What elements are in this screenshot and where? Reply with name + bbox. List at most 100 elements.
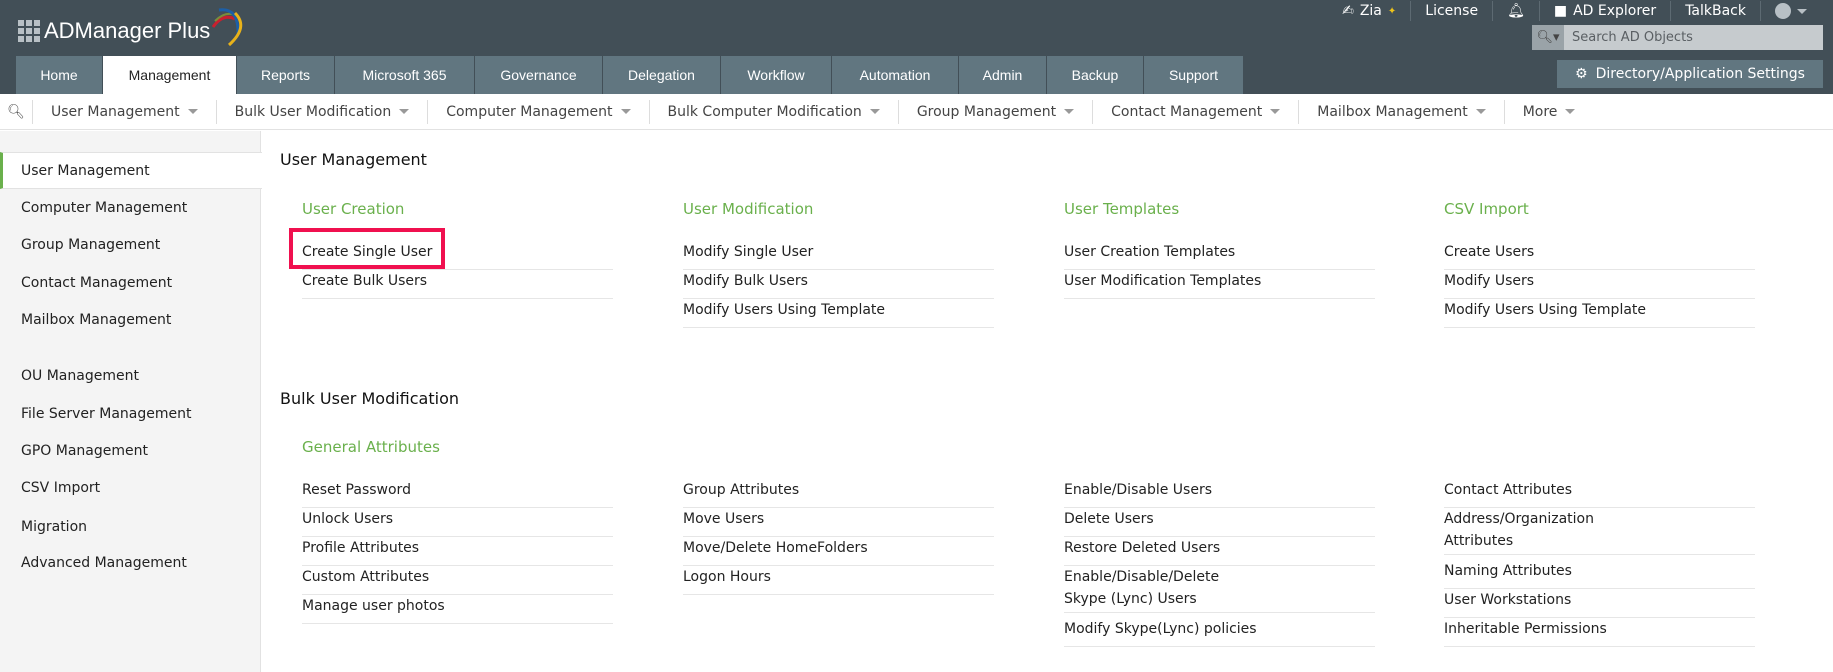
tab-support[interactable]: Support (1144, 56, 1243, 94)
subnav-bulk-user-modification[interactable]: Bulk User Modification (217, 99, 429, 124)
group-title-user-creation: User Creation (302, 200, 405, 218)
tab-automation[interactable]: Automation (832, 56, 958, 94)
subnav-computer-management[interactable]: Computer Management (428, 99, 650, 124)
subnav-label: Group Management (916, 103, 1057, 120)
link-modify-bulk-users[interactable]: Modify Bulk Users (683, 265, 994, 299)
link-reset-password[interactable]: Reset Password (302, 474, 613, 508)
group-title-general-attributes: General Attributes (302, 438, 440, 456)
tab-backup[interactable]: Backup (1047, 56, 1143, 94)
subnav-label: Mailbox Management (1317, 103, 1468, 120)
tab-workflow[interactable]: Workflow (721, 56, 831, 94)
sidebar-item-computer-management[interactable]: Computer Management (21, 199, 188, 216)
chevron-down-icon (1270, 109, 1281, 114)
link-address-organization-attributes[interactable]: Address/Organization Attributes (1444, 511, 1594, 549)
link-create-users[interactable]: Create Users (1444, 236, 1755, 270)
subnav-group-management[interactable]: Group Management (899, 99, 1094, 124)
group-title-csv-import: CSV Import (1444, 200, 1529, 218)
link-profile-attributes[interactable]: Profile Attributes (302, 532, 613, 566)
link-unlock-users[interactable]: Unlock Users (302, 503, 613, 537)
search-input[interactable] (1564, 25, 1823, 50)
link-create-bulk-users[interactable]: Create Bulk Users (302, 265, 613, 299)
link-move-delete-homefolders[interactable]: Move/Delete HomeFolders (683, 532, 994, 566)
link-modify-skype-lync-policies[interactable]: Modify Skype(Lync) policies (1064, 613, 1375, 647)
link-group-attributes[interactable]: Group Attributes (683, 474, 994, 508)
link-user-workstations[interactable]: User Workstations (1444, 584, 1755, 618)
app-header: ADManager Plus ✍ Zia ✦ License 🔔︎ ■ AD Expl… (0, 0, 1833, 94)
subnav-label: Contact Management (1111, 103, 1263, 120)
sidebar-item-ou-management[interactable]: OU Management (21, 367, 139, 384)
sidebar-item-advanced-management[interactable]: Advanced Management (21, 554, 187, 571)
talkback-link[interactable]: TalkBack (1670, 1, 1760, 21)
link-user-modification-templates[interactable]: User Modification Templates (1064, 265, 1375, 299)
link-move-users[interactable]: Move Users (683, 503, 994, 537)
sidebar-item-gpo-management[interactable]: GPO Management (21, 442, 148, 459)
sidebar-item-mailbox-management[interactable]: Mailbox Management (21, 311, 172, 328)
link-naming-attributes[interactable]: Naming Attributes (1444, 555, 1755, 589)
folder-icon: ■ (1553, 3, 1568, 19)
ad-explorer-label: AD Explorer (1573, 3, 1657, 19)
link-inheritable-permissions[interactable]: Inheritable Permissions (1444, 613, 1755, 647)
license-link[interactable]: License (1410, 1, 1492, 21)
search-box: 🔍︎▾ (1532, 25, 1823, 50)
sidebar: User Management Computer Management Grou… (0, 131, 262, 672)
link-modify-users-using-template[interactable]: Modify Users Using Template (1444, 294, 1755, 328)
tab-management[interactable]: Management (103, 56, 236, 94)
quick-search-icon[interactable]: 🔍︎ (0, 99, 33, 124)
chevron-down-icon (1475, 109, 1486, 114)
ad-explorer-link[interactable]: ■ AD Explorer (1538, 1, 1670, 21)
sparkle-icon: ✦ (1387, 5, 1397, 17)
sidebar-item-user-management[interactable]: User Management (0, 152, 262, 189)
subnav-label: User Management (51, 103, 180, 120)
link-custom-attributes[interactable]: Custom Attributes (302, 561, 613, 595)
sidebar-item-migration[interactable]: Migration (21, 518, 88, 535)
directory-settings-button[interactable]: ⚙ Directory/Application Settings (1557, 60, 1823, 88)
chevron-down-icon (1797, 8, 1807, 14)
group-title-user-templates: User Templates (1064, 200, 1180, 218)
sidebar-item-file-server-management[interactable]: File Server Management (21, 405, 192, 422)
section-title-user-management: User Management (280, 150, 427, 169)
subnav-mailbox-management[interactable]: Mailbox Management (1299, 99, 1505, 124)
tab-microsoft-365[interactable]: Microsoft 365 (335, 56, 474, 94)
divider (1444, 554, 1755, 555)
sidebar-item-contact-management[interactable]: Contact Management (21, 274, 173, 291)
link-contact-attributes[interactable]: Contact Attributes (1444, 474, 1755, 508)
link-enable-disable-delete-skype-lync-users[interactable]: Enable/Disable/Delete Skype (Lync) Users (1064, 569, 1220, 607)
group-title-user-modification: User Modification (683, 200, 814, 218)
link-enable-disable-users[interactable]: Enable/Disable Users (1064, 474, 1375, 508)
link-modify-single-user[interactable]: Modify Single User (683, 236, 994, 270)
link-delete-users[interactable]: Delete Users (1064, 503, 1375, 537)
tab-governance[interactable]: Governance (475, 56, 602, 94)
subnav-bulk-computer-modification[interactable]: Bulk Computer Modification (650, 99, 899, 124)
link-logon-hours[interactable]: Logon Hours (683, 561, 994, 595)
subnav-contact-management[interactable]: Contact Management (1093, 99, 1300, 124)
tab-home[interactable]: Home (16, 56, 102, 94)
link-modify-users[interactable]: Modify Users (1444, 265, 1755, 299)
zia-icon: ✍ (1342, 3, 1354, 19)
gear-icon: ⚙ (1575, 66, 1588, 82)
bell-icon[interactable]: 🔔︎ (1492, 1, 1539, 21)
subnav-label: Bulk User Modification (234, 103, 392, 120)
chevron-down-icon (1064, 109, 1075, 114)
link-restore-deleted-users[interactable]: Restore Deleted Users (1064, 532, 1375, 566)
subnav-label: More (1522, 103, 1558, 120)
tab-delegation[interactable]: Delegation (603, 56, 720, 94)
search-icon[interactable]: 🔍︎▾ (1532, 25, 1564, 50)
subnav-user-management[interactable]: User Management (33, 99, 217, 124)
app-grid-icon[interactable] (18, 20, 40, 42)
tab-admin[interactable]: Admin (959, 56, 1046, 94)
logo[interactable]: ADManager Plus (44, 18, 211, 43)
link-modify-users-using-template[interactable]: Modify Users Using Template (683, 294, 994, 328)
link-manage-user-photos[interactable]: Manage user photos (302, 590, 613, 624)
zia-label: Zia (1359, 3, 1382, 19)
logo-arc-icon (211, 8, 243, 47)
sidebar-item-csv-import[interactable]: CSV Import (21, 479, 101, 496)
sidebar-item-group-management[interactable]: Group Management (21, 236, 161, 253)
zia-link[interactable]: ✍ Zia ✦ (1328, 1, 1410, 21)
tab-reports[interactable]: Reports (237, 56, 334, 94)
link-user-creation-templates[interactable]: User Creation Templates (1064, 236, 1375, 270)
link-create-single-user[interactable]: Create Single User (302, 236, 613, 270)
avatar-icon (1775, 3, 1791, 19)
user-avatar-menu[interactable] (1760, 1, 1821, 21)
subnav-more[interactable]: More (1505, 100, 1594, 124)
settings-label: Directory/Application Settings (1595, 66, 1805, 82)
